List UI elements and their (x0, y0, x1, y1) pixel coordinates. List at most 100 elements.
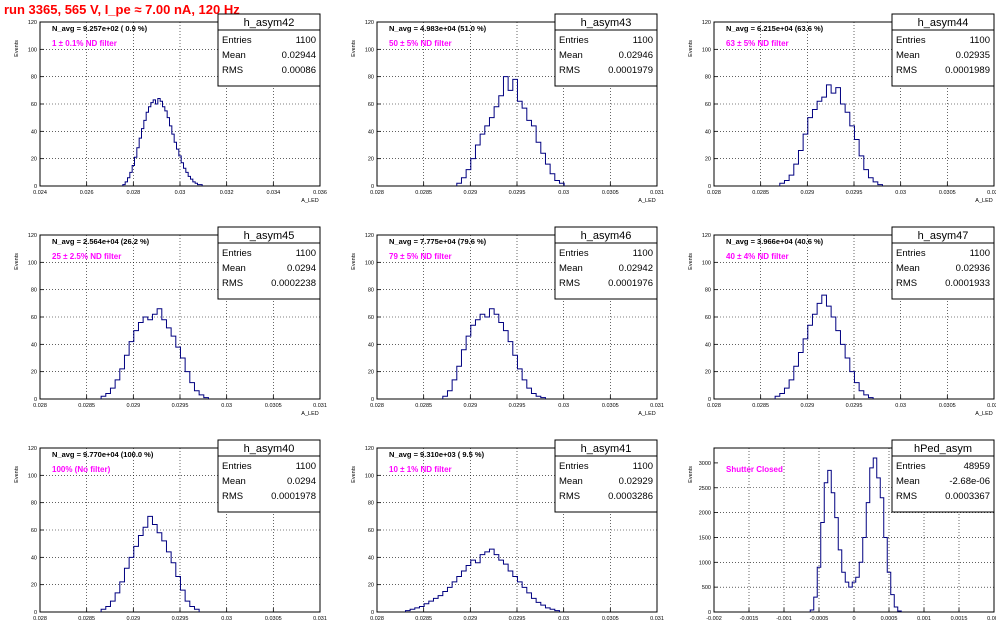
y-tick-label: 120 (365, 233, 374, 239)
x-tick-label: 0.029 (126, 403, 140, 409)
y-tick-label: 120 (28, 446, 37, 452)
stats-label: RMS (559, 278, 580, 289)
y-tick-label: 2500 (699, 486, 711, 492)
stats-label: Entries (896, 248, 926, 259)
n-avg-label: N_avg = 9.770e+04 (100.0 %) (52, 450, 154, 459)
stats-value: 0.0001933 (945, 278, 990, 289)
stats-value: 0.0003286 (608, 491, 653, 502)
y-tick-label: 40 (368, 555, 374, 561)
y-tick-label: 100 (28, 47, 37, 53)
histogram-panel-h_asym40: 0.028 0.0285 0.029 0.0295 0.03 0.0305 0.031 0 20… (14, 439, 327, 622)
x-tick-label: -0.0015 (740, 616, 759, 622)
x-tick-label: 0.0305 (602, 616, 619, 622)
n-avg-label: N_avg = 4.983e+04 (51.0 %) (389, 24, 487, 33)
y-tick-label: 0 (371, 610, 374, 616)
y-tick-label: 3000 (699, 461, 711, 467)
histogram-name: h_asym45 (244, 230, 295, 242)
stats-label: RMS (222, 491, 243, 502)
x-tick-label: 0.028 (126, 190, 140, 196)
stats-value: 1100 (633, 461, 653, 472)
x-tick-label: 0.032 (220, 190, 234, 196)
histogram-bars (100, 308, 209, 399)
y-tick-label: 80 (368, 501, 374, 507)
stats-label: RMS (896, 491, 917, 502)
y-tick-label: 100 (365, 260, 374, 266)
stats-label: Mean (222, 50, 246, 61)
stats-label: Entries (222, 248, 252, 259)
y-tick-label: 80 (31, 288, 37, 294)
y-tick-label: 20 (31, 583, 37, 589)
y-tick-label: 120 (365, 446, 374, 452)
histogram-panel-h_asym45: 0.028 0.0285 0.029 0.0295 0.03 0.0305 0.031 0 20… (14, 226, 327, 417)
filter-label: 10 ± 1% ND filter (389, 465, 452, 474)
histogram-panel-h_asym43: 0.028 0.0285 0.029 0.0295 0.03 0.0305 0.031 0 20… (351, 13, 664, 204)
y-axis-label: Events (351, 253, 357, 270)
y-tick-label: 120 (365, 20, 374, 26)
y-tick-label: 0 (371, 184, 374, 190)
y-tick-label: 500 (702, 585, 711, 591)
x-tick-label: 0.03 (221, 403, 232, 409)
x-tick-label: 0.0295 (172, 403, 189, 409)
x-tick-label: 0.029 (800, 403, 814, 409)
x-tick-label: 0.036 (313, 190, 327, 196)
y-axis-label: Events (351, 40, 357, 57)
y-tick-label: 40 (368, 342, 374, 348)
y-tick-label: 20 (31, 157, 37, 163)
y-tick-label: 20 (368, 583, 374, 589)
y-tick-label: 1500 (699, 535, 711, 541)
stats-box (891, 13, 995, 87)
y-tick-label: 80 (31, 501, 37, 507)
stats-label: Mean (222, 263, 246, 274)
stats-value: 0.0001978 (271, 491, 316, 502)
x-tick-label: 0.0295 (846, 403, 863, 409)
stats-value: 0.02944 (282, 50, 316, 61)
stats-value: 1100 (296, 248, 316, 259)
y-tick-label: 40 (705, 129, 711, 135)
stats-value: 0.0294 (287, 476, 316, 487)
y-tick-label: 120 (28, 20, 37, 26)
stats-label: Entries (559, 35, 589, 46)
n-avg-label: N_avg = 7.775e+04 (79.6 %) (389, 237, 487, 246)
stats-label: RMS (896, 65, 917, 76)
histogram-panel-h_asym46: 0.028 0.0285 0.029 0.0295 0.03 0.0305 0.031 0 20… (351, 226, 664, 417)
stats-label: RMS (222, 278, 243, 289)
x-tick-label: 0.031 (313, 616, 327, 622)
y-tick-label: 0 (708, 397, 711, 403)
stats-box (891, 226, 995, 300)
y-tick-label: 20 (705, 157, 711, 163)
stats-value: -2.68e-06 (949, 476, 990, 487)
x-tick-label: 0.0305 (265, 403, 282, 409)
y-axis-label: Events (14, 40, 20, 57)
y-tick-label: 0 (34, 184, 37, 190)
y-tick-label: 60 (31, 102, 37, 108)
histogram-panel-h_asym44: 0.028 0.0285 0.029 0.0295 0.03 0.0305 0.031 0 20… (688, 13, 996, 204)
stats-label: Mean (896, 50, 920, 61)
y-tick-label: 60 (31, 528, 37, 534)
stats-label: RMS (896, 278, 917, 289)
stats-label: Mean (896, 263, 920, 274)
stats-label: Mean (559, 50, 583, 61)
histogram-bars (809, 457, 902, 612)
stats-label: RMS (222, 65, 243, 76)
stats-box (217, 226, 321, 300)
histogram-bars (774, 294, 874, 399)
x-tick-label: 0.028 (707, 403, 721, 409)
stats-box (554, 226, 658, 300)
stats-label: Mean (559, 263, 583, 274)
stats-label: Entries (896, 461, 926, 472)
stats-label: Mean (896, 476, 920, 487)
y-tick-label: 0 (34, 610, 37, 616)
stats-value: 1100 (633, 35, 653, 46)
y-tick-label: 40 (705, 342, 711, 348)
y-axis-label: Events (14, 466, 20, 483)
y-tick-label: 100 (702, 47, 711, 53)
x-tick-label: 0.0285 (78, 403, 95, 409)
x-tick-label: -0.0005 (810, 616, 829, 622)
histogram-panel-h_asym42: 0.024 0.026 0.028 0.03 0.032 0.034 0.036 0 20 40 6… (14, 13, 327, 204)
x-tick-label: 0 (852, 616, 855, 622)
x-tick-label: 0.026 (80, 190, 94, 196)
y-tick-label: 60 (705, 315, 711, 321)
x-tick-label: 0.0305 (602, 403, 619, 409)
y-tick-label: 20 (368, 157, 374, 163)
